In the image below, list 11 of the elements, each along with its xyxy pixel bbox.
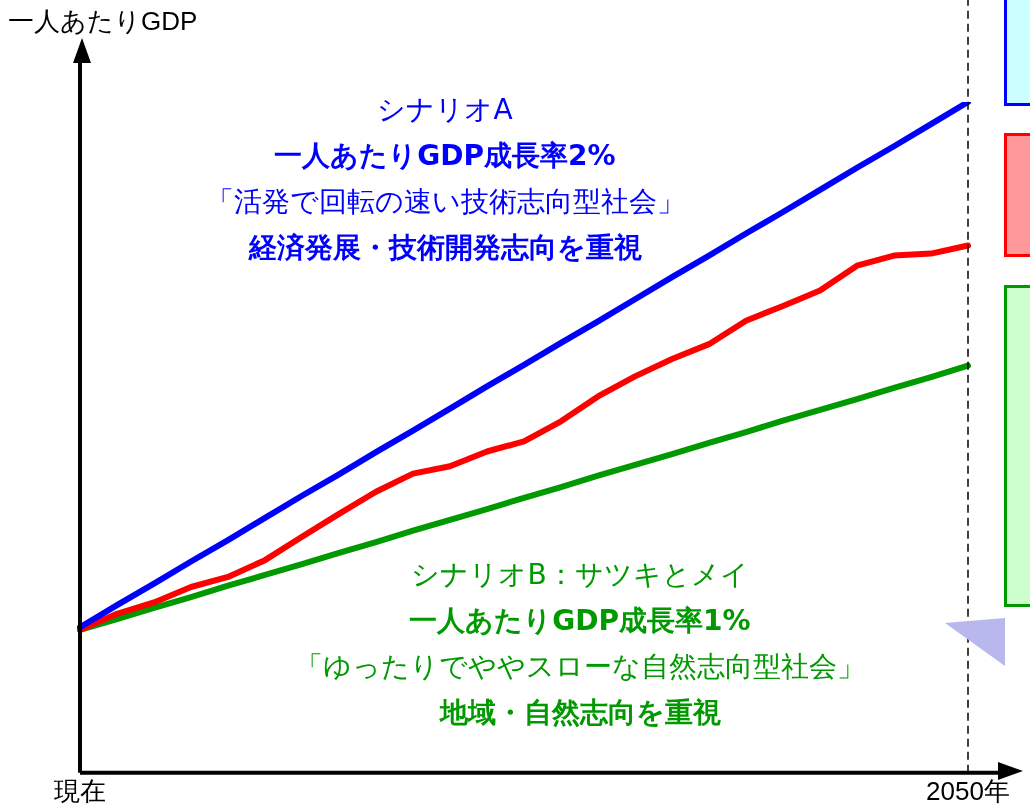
annotation: シナリオA [377, 93, 513, 127]
annotation: 地域・自然志向を重視 [437, 696, 721, 730]
annotation: 「活発で回転の速い技術志向型社会」 [205, 185, 685, 219]
x-tick-label: 2050年 [926, 775, 1010, 806]
annotation: 一人あたりGDP成長率1% [409, 604, 751, 638]
x-tick-label: 現在 [54, 775, 106, 806]
annotation: 一人あたりGDP成長率2% [274, 139, 616, 173]
annotation: 「ゆったりでややスローな自然志向型社会」 [295, 650, 865, 684]
y-axis-title: 一人あたりGDP [8, 5, 198, 38]
annotation: シナリオB：サツキとメイ [411, 558, 749, 592]
annotation: 経済発展・技術開発志向を重視 [247, 231, 642, 265]
